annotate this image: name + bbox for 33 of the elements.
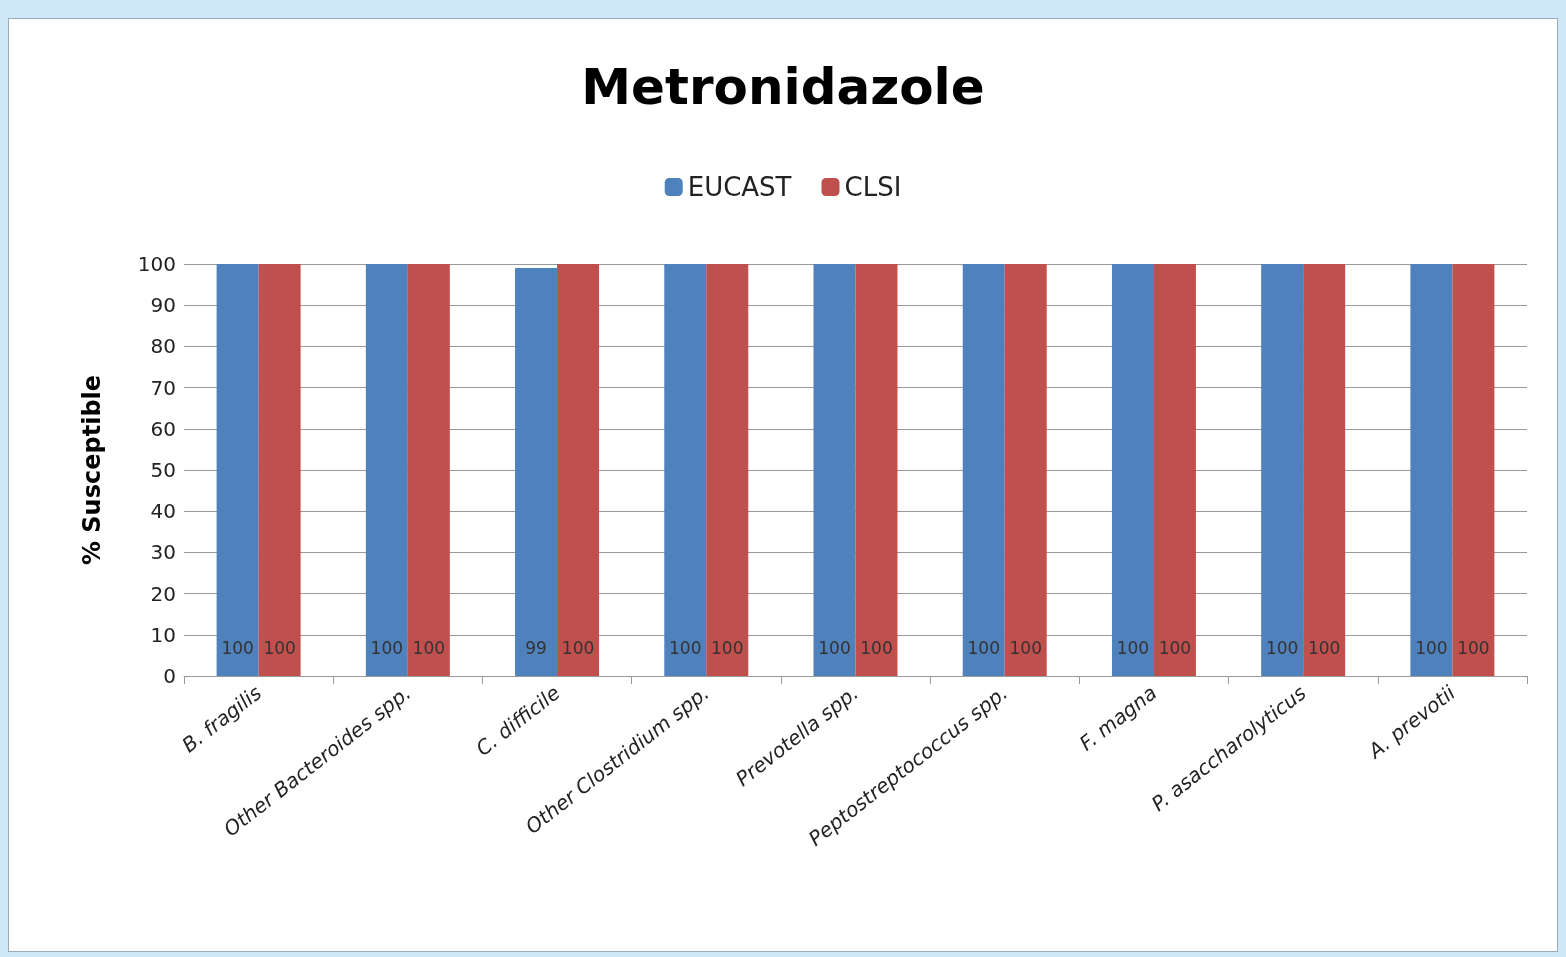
data-label: 100	[263, 637, 296, 658]
chart-title: Metronidazole	[581, 58, 985, 116]
y-tick-label: 100	[137, 252, 176, 276]
y-tick-label: 70	[150, 375, 176, 400]
data-label: 100	[561, 637, 595, 658]
legend-label: CLSI	[844, 172, 902, 202]
data-label: 100	[967, 637, 1000, 658]
data-label: 100	[370, 637, 404, 658]
y-tick-label: 0	[163, 664, 176, 688]
y-axis-title: % Susceptible	[78, 374, 106, 566]
y-tick-label: 50	[150, 458, 176, 482]
data-label: 100	[818, 637, 851, 658]
data-label: 100	[412, 637, 446, 658]
data-label: 100	[1415, 637, 1448, 658]
data-label: 100	[1116, 637, 1150, 658]
y-tick-label: 10	[150, 622, 176, 647]
data-label: 100	[1307, 637, 1341, 658]
data-label: 100	[1457, 637, 1490, 658]
data-label: 100	[669, 637, 702, 658]
legend-label: EUCAST	[687, 172, 792, 202]
y-tick-label: 30	[150, 540, 176, 565]
data-label: 100	[221, 637, 254, 658]
data-label: 100	[860, 637, 893, 658]
data-label: 100	[1265, 637, 1299, 658]
y-tick-label: 80	[150, 334, 176, 359]
data-label: 100	[1009, 637, 1042, 658]
y-tick-label: 40	[150, 499, 176, 524]
y-tick-label: 90	[150, 293, 176, 318]
y-tick-label: 60	[150, 416, 176, 441]
data-label: 100	[711, 637, 744, 658]
data-label: 100	[1158, 637, 1192, 658]
y-tick-label: 20	[150, 581, 176, 606]
data-label: 99	[525, 637, 547, 658]
